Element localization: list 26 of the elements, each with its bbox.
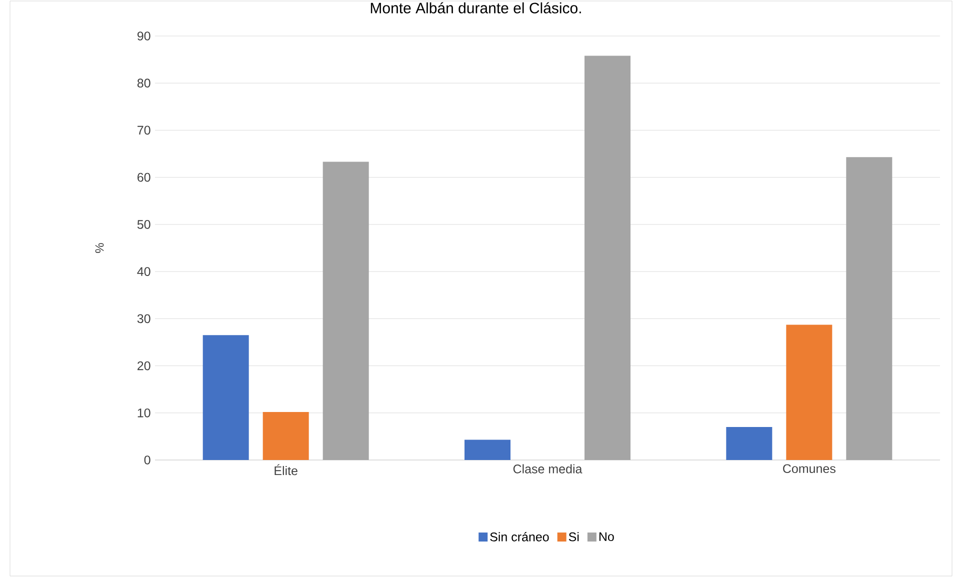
y-tick-label: 80 <box>137 78 150 88</box>
bar <box>726 427 772 460</box>
bar <box>322 162 369 460</box>
y-tick-label: 90 <box>137 32 150 40</box>
legend-label: Si <box>568 532 579 542</box>
bar <box>464 440 511 460</box>
y-tick-label: 20 <box>138 361 150 370</box>
legend-label: No <box>599 532 614 542</box>
x-tick-label: Élite <box>274 464 298 476</box>
bar <box>846 157 892 460</box>
y-tick-label: 70 <box>138 126 150 135</box>
bar <box>262 412 309 460</box>
x-tick-label: Comunes <box>783 464 836 474</box>
y-tick-label: 60 <box>138 172 150 182</box>
x-tick-label: Clase media <box>513 464 582 474</box>
bar <box>202 335 249 460</box>
bar <box>786 324 832 460</box>
y-tick-label: 50 <box>137 220 150 229</box>
y-tick-label: 10 <box>138 408 150 418</box>
legend-label: Sin cráneo <box>490 532 549 542</box>
y-tick-label: 40 <box>137 267 150 276</box>
y-axis-title: % <box>95 243 104 253</box>
y-tick-label: 0 <box>144 456 150 464</box>
y-tick-label: 30 <box>137 314 150 324</box>
chart-title: Monte Albán durante el Clásico. <box>370 2 581 14</box>
bar <box>584 56 631 460</box>
